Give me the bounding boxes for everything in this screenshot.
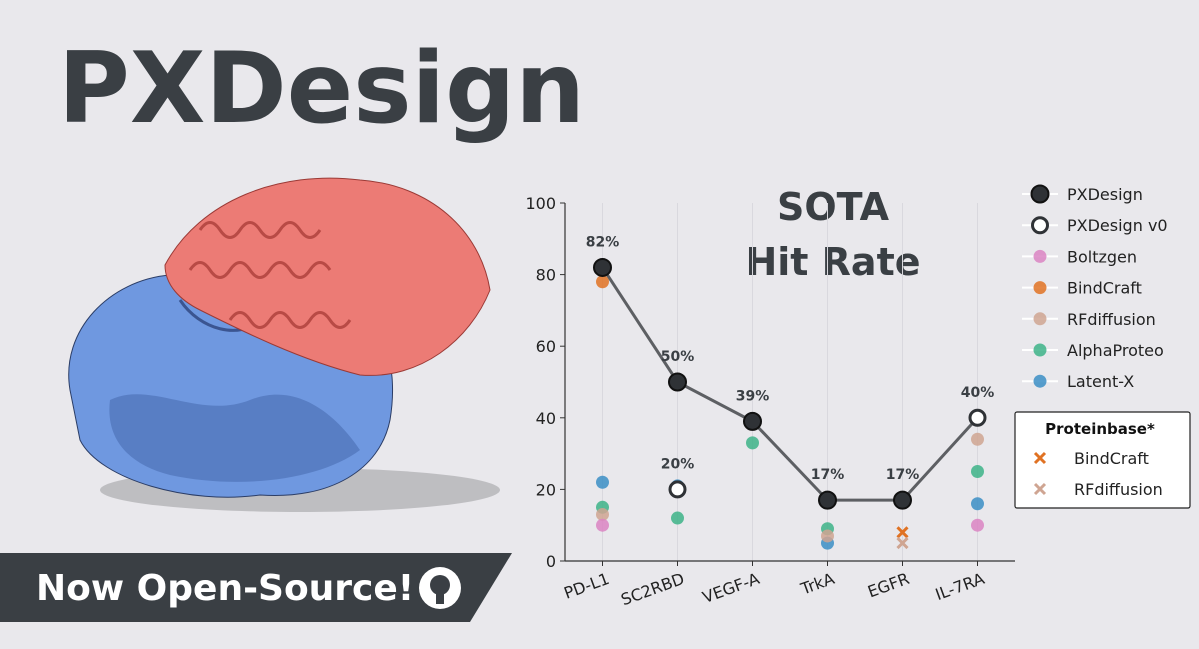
- point: [593, 257, 612, 277]
- legend-label: PXDesign v0: [1067, 216, 1168, 235]
- value-label: 17%: [886, 467, 920, 483]
- legend-label: AlphaProteo: [1067, 341, 1164, 360]
- value-label: 40%: [961, 385, 995, 401]
- legend-marker: [1031, 216, 1049, 235]
- legend-marker: [1033, 312, 1047, 326]
- protein-illustration: [68, 177, 500, 512]
- legend-label: BindCraft: [1067, 279, 1142, 298]
- y-tick-label: 60: [536, 337, 556, 356]
- y-tick-label: 20: [536, 480, 556, 499]
- value-label: 39%: [736, 388, 770, 404]
- point: [818, 490, 837, 510]
- point: [971, 497, 984, 511]
- legend-label: RFdiffusion: [1074, 480, 1163, 499]
- legend-label: RFdiffusion: [1067, 310, 1156, 329]
- legend-marker: [1033, 451, 1047, 465]
- point: [971, 518, 984, 532]
- banner-text: Now Open-Source!: [36, 568, 414, 609]
- legend-label: Boltzgen: [1067, 247, 1137, 266]
- legend-marker: [1030, 184, 1050, 204]
- main-title: PXDesign: [58, 32, 585, 146]
- point: [743, 411, 762, 431]
- legend-marker: [1033, 374, 1047, 388]
- legend-label: BindCraft: [1074, 449, 1149, 468]
- legend-title: Proteinbase*: [1045, 420, 1155, 438]
- value-label: 82%: [586, 234, 620, 250]
- banner: Now Open-Source!: [0, 553, 512, 622]
- point: [896, 526, 909, 539]
- point: [821, 529, 834, 543]
- y-tick-label: 40: [536, 409, 556, 428]
- point: [896, 537, 909, 550]
- point: [596, 518, 609, 532]
- trend-segment: [751, 420, 829, 502]
- point: [893, 490, 912, 510]
- legend-label: PXDesign: [1067, 185, 1143, 204]
- value-label: 20%: [661, 456, 695, 472]
- legend-marker: [1033, 281, 1047, 295]
- point: [668, 480, 687, 499]
- point: [596, 275, 609, 289]
- trend-segment: [601, 266, 679, 383]
- point: [746, 436, 759, 450]
- value-label: 17%: [811, 467, 845, 483]
- point: [671, 511, 684, 525]
- point: [968, 408, 987, 427]
- chart-title: Hit Rate: [745, 240, 920, 284]
- legend-marker: [1033, 249, 1047, 263]
- chart-title: SOTA: [777, 185, 890, 229]
- y-tick-label: 100: [525, 194, 556, 213]
- point: [971, 465, 984, 478]
- y-tick-label: 0: [546, 552, 556, 571]
- y-tick-label: 80: [536, 266, 556, 285]
- point: [971, 432, 984, 446]
- value-label: 50%: [661, 349, 695, 365]
- legend-marker: [1033, 343, 1047, 357]
- point: [596, 475, 609, 489]
- trend-segment: [901, 416, 979, 502]
- legend-label: Latent-X: [1067, 372, 1134, 391]
- trend-segment: [676, 380, 754, 423]
- legend-marker: [1033, 482, 1047, 496]
- point: [668, 372, 687, 392]
- point: [596, 507, 609, 521]
- legend-box: [1014, 411, 1191, 509]
